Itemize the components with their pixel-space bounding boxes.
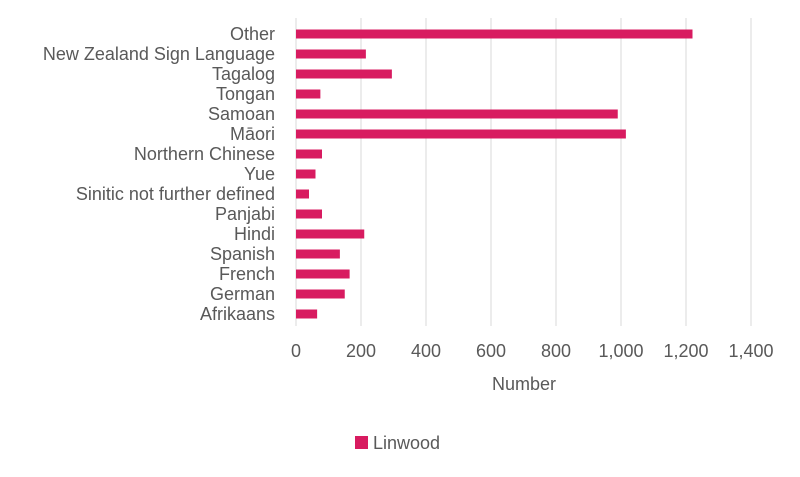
gridlines [295, 18, 752, 326]
category-label: Spanish [210, 244, 275, 264]
bar [296, 89, 321, 99]
bars [296, 29, 693, 319]
category-label: Hindi [234, 224, 275, 244]
x-tick-label: 800 [541, 341, 571, 361]
bar [296, 229, 365, 239]
category-label: Panjabi [215, 204, 275, 224]
bar [296, 209, 322, 219]
x-axis-title: Number [492, 374, 556, 394]
legend: Linwood [355, 433, 440, 453]
x-tick-label: 0 [291, 341, 301, 361]
x-tick-label: 1,200 [663, 341, 708, 361]
bar [296, 289, 345, 299]
x-tick-label: 1,000 [598, 341, 643, 361]
x-tick-label: 200 [346, 341, 376, 361]
bar [296, 69, 392, 79]
bar [296, 109, 618, 119]
bar [296, 49, 366, 59]
bar [296, 249, 340, 259]
category-label: French [219, 264, 275, 284]
category-label: German [210, 284, 275, 304]
category-label: Tongan [216, 84, 275, 104]
category-label: New Zealand Sign Language [43, 44, 275, 64]
category-label: Sinitic not further defined [76, 184, 275, 204]
bar [296, 29, 693, 39]
x-tick-label: 400 [411, 341, 441, 361]
category-label: Afrikaans [200, 304, 275, 324]
x-tick-label: 600 [476, 341, 506, 361]
category-label: Samoan [208, 104, 275, 124]
bar [296, 129, 626, 139]
category-label: Northern Chinese [134, 144, 275, 164]
x-tick-labels: 0 200 400 600 800 1,000 1,200 1,400 [291, 341, 774, 361]
category-label: Māori [230, 124, 275, 144]
x-tick-label: 1,400 [728, 341, 773, 361]
bar [296, 189, 309, 199]
legend-swatch-linwood [355, 436, 368, 449]
bar [296, 169, 316, 179]
legend-label-linwood: Linwood [373, 433, 440, 453]
category-label: Tagalog [212, 64, 275, 84]
bar [296, 149, 322, 159]
bar [296, 309, 318, 319]
category-label: Yue [244, 164, 275, 184]
bar [296, 269, 350, 279]
category-label: Other [230, 24, 275, 44]
